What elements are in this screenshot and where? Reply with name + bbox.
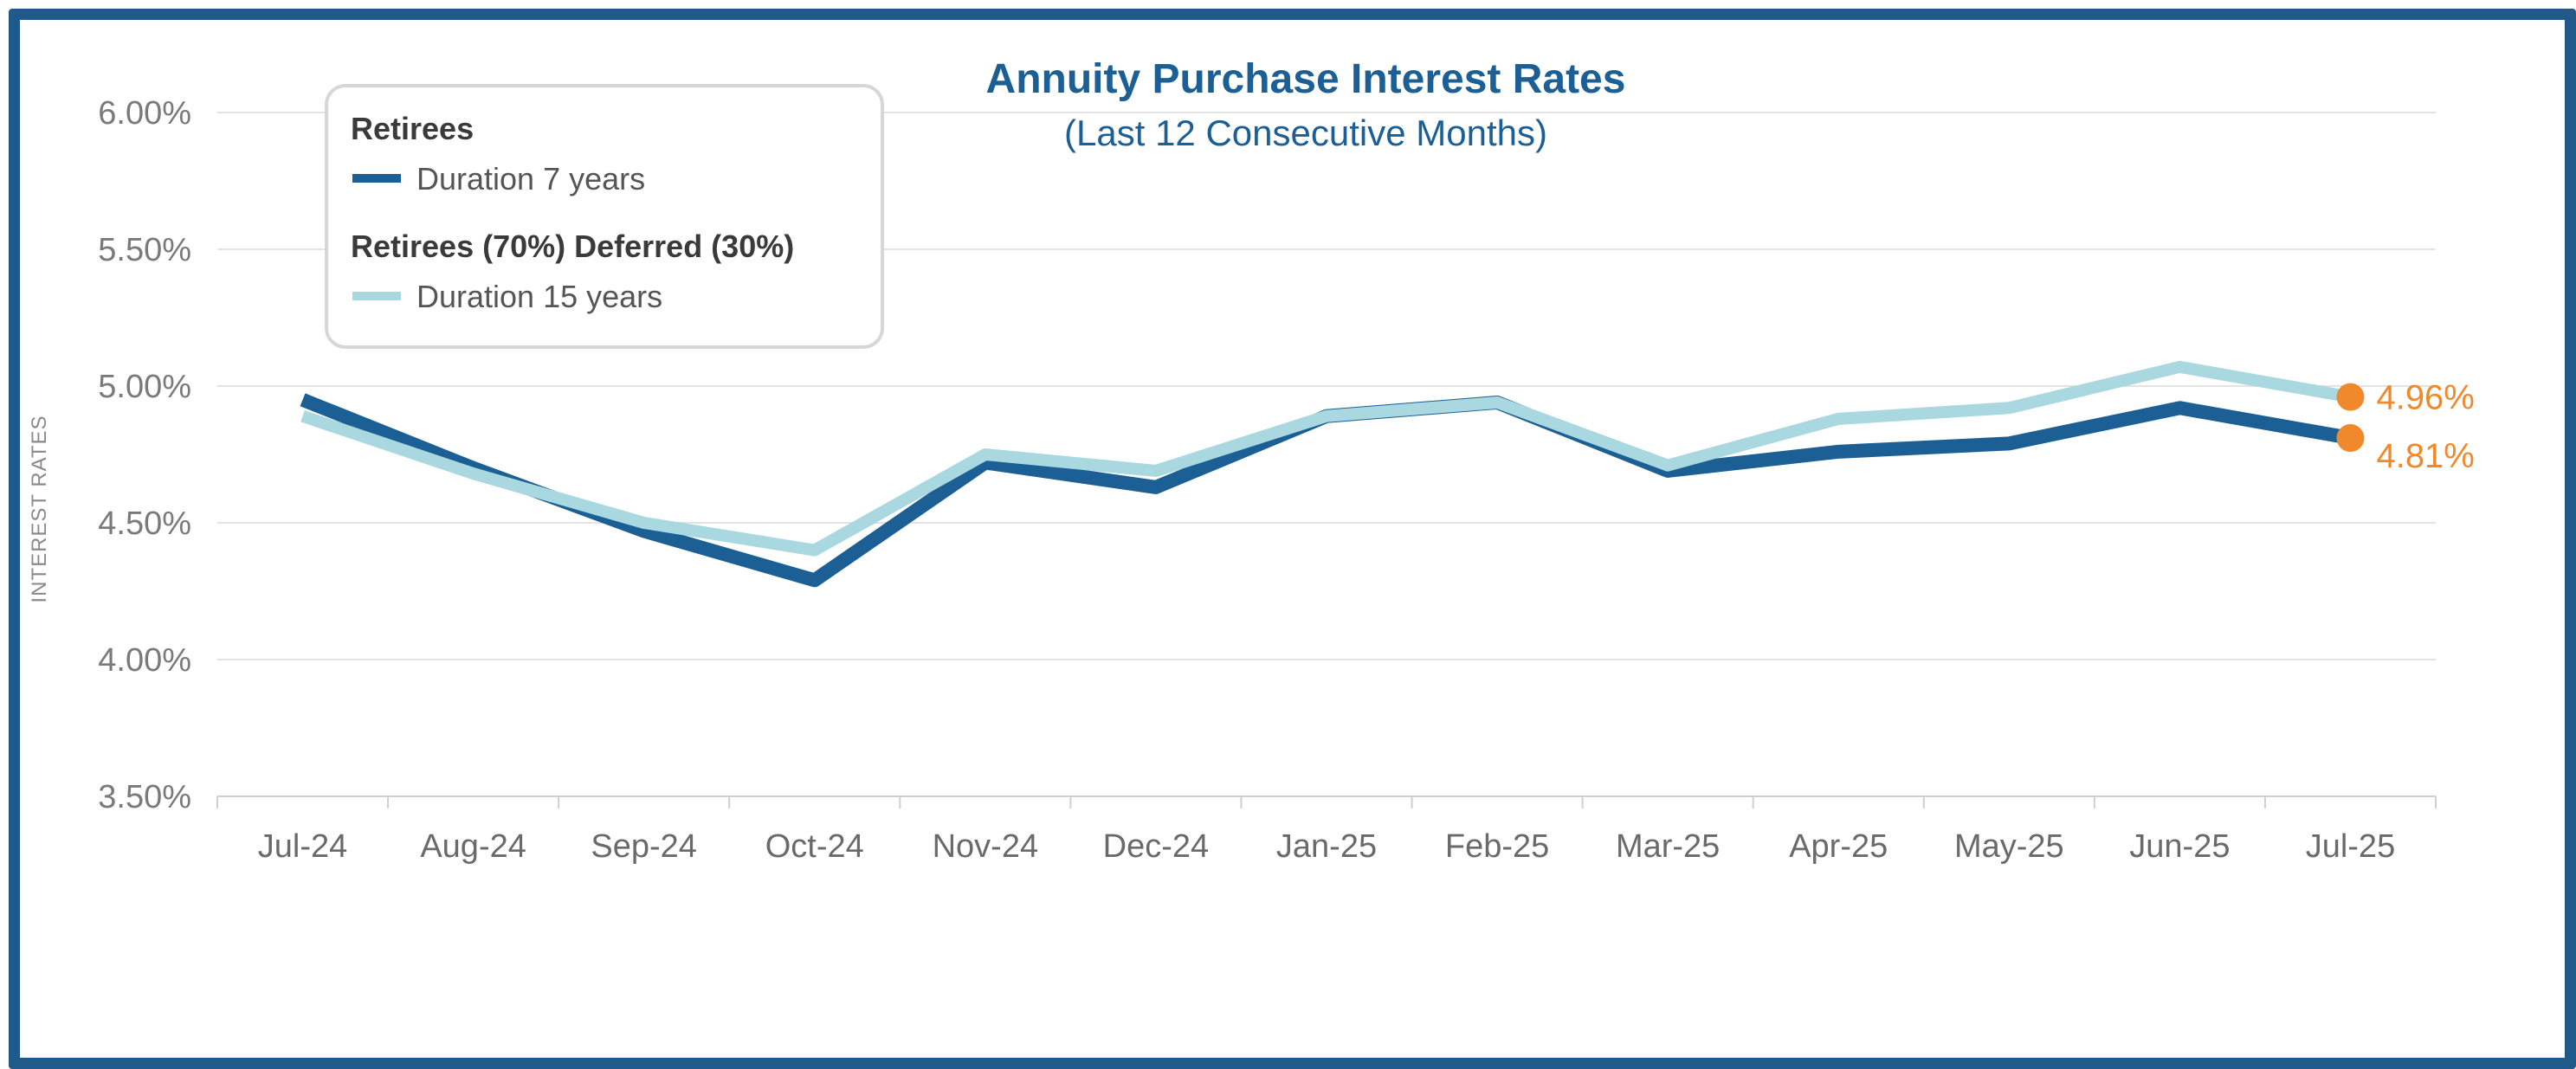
legend-item-duration-15: Duration 15 years: [416, 279, 662, 314]
x-tick-label: Mar-25: [1616, 828, 1720, 865]
x-tick-label: Aug-24: [420, 828, 526, 865]
x-tick-label: Jun-25: [2129, 828, 2230, 865]
x-tick-label: Feb-25: [1445, 828, 1549, 865]
chart-title: Annuity Purchase Interest Rates: [986, 56, 1626, 102]
legend-item-duration-7: Duration 7 years: [416, 161, 645, 196]
x-tick-label: Jan-25: [1276, 828, 1377, 865]
y-tick-label: 6.00%: [98, 95, 191, 132]
y-tick-label: 4.00%: [98, 642, 191, 679]
chart-frame: 3.50% 4.00% 4.50% 5.00% 5.50% 6.00% Jul-24 Aug…: [9, 9, 2576, 1069]
x-tick-label: Nov-24: [933, 828, 1039, 865]
line-chart: 3.50% 4.00% 4.50% 5.00% 5.50% 6.00% Jul-24 Aug…: [28, 56, 2475, 865]
x-tick-label: Apr-25: [1789, 828, 1888, 865]
end-value-label: 4.96%: [2376, 379, 2474, 417]
y-tick-label: 3.50%: [98, 779, 191, 815]
chart-subtitle: (Last 12 Consecutive Months): [1064, 113, 1547, 153]
x-axis-ticks: Jul-24 Aug-24 Sep-24 Oct-24 Nov-24 Dec-24 Jan-…: [216, 796, 2437, 865]
end-marker: [2336, 383, 2365, 411]
y-tick-label: 5.00%: [98, 369, 191, 405]
series-line: [300, 393, 2352, 588]
x-tick-label: Sep-24: [591, 828, 697, 865]
y-axis-ticks: 3.50% 4.00% 4.50% 5.00% 5.50% 6.00%: [98, 95, 191, 815]
end-markers: 4.81% 4.96%: [2336, 379, 2475, 475]
legend-group-retirees-deferred: Retirees (70%) Deferred (30%): [351, 229, 794, 264]
series-lines: [300, 360, 2352, 588]
y-tick-label: 5.50%: [98, 232, 191, 268]
x-tick-label: Oct-24: [765, 828, 864, 865]
x-tick-label: Jul-24: [258, 828, 348, 865]
legend: Retirees Duration 7 years Retirees (70%)…: [325, 84, 884, 349]
legend-group-retirees: Retirees: [351, 111, 474, 146]
legend-box: [325, 84, 884, 349]
x-tick-label: Dec-24: [1103, 828, 1210, 865]
end-value-label: 4.81%: [2376, 437, 2474, 475]
x-tick-label: Jul-25: [2306, 828, 2396, 865]
x-tick-label: May-25: [1954, 828, 2064, 865]
series-line: [300, 360, 2352, 557]
y-tick-label: 4.50%: [98, 506, 191, 542]
end-marker: [2336, 424, 2365, 453]
y-axis-title: INTEREST RATES: [28, 415, 51, 602]
